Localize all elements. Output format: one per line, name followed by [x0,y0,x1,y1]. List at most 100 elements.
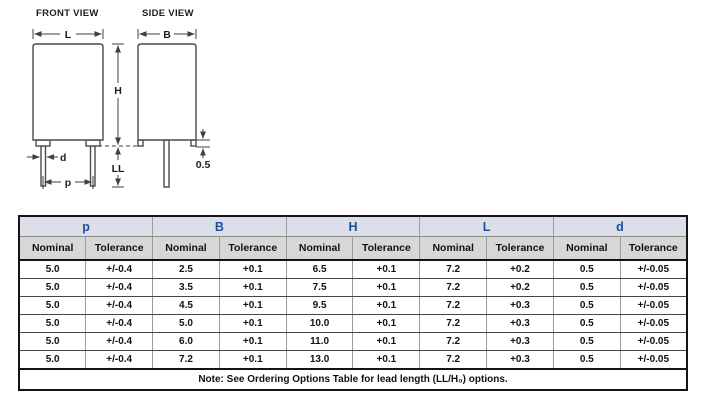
front-foot-left [35,139,51,147]
group-header-row: p B H L d [19,216,687,237]
value-cell: 2.5 [152,260,220,279]
value-cell: +/-0.05 [619,260,687,279]
side-foot-left [137,139,144,147]
value-cell: +0.1 [352,260,420,279]
value-cell: +/-0.4 [85,350,153,370]
value-cell: +/-0.05 [619,278,687,297]
side-foot-right [190,139,197,147]
subheader-cell: Nominal [419,236,487,261]
value-cell: 10.0 [285,314,353,333]
value-cell: 6.5 [285,260,353,279]
value-cell: +0.3 [486,314,554,333]
value-cell: 5.0 [19,296,86,315]
dim-d: d [27,152,66,164]
value-cell: 7.2 [419,350,487,370]
subheader-cell: Tolerance [486,236,554,261]
value-cell: 0.5 [552,278,621,297]
table-row: 5.0 +/-0.4 6.0 +0.1 11.0 +0.1 7.2 +0.3 0… [19,332,687,351]
value-cell: +0.3 [486,332,554,351]
value-cell: +/-0.4 [85,332,153,351]
value-cell: +0.1 [352,314,420,333]
value-cell: 7.2 [419,314,487,333]
dim-L: L [32,29,104,41]
value-cell: +/-0.05 [619,332,687,351]
value-cell: 5.0 [19,350,86,370]
value-cell: 0.5 [552,260,621,279]
table-row: 5.0 +/-0.4 3.5 +0.1 7.5 +0.1 7.2 +0.2 0.… [19,278,687,297]
value-cell: 11.0 [285,332,353,351]
value-cell: +0.2 [486,260,554,279]
dim-p: p [42,176,94,189]
value-cell: 7.2 [419,260,487,279]
subheader-cell: Tolerance [218,236,287,261]
dim-p-label: p [65,177,71,189]
subheader-cell: Nominal [552,236,621,261]
value-cell: +0.1 [218,314,287,333]
value-cell: 13.0 [285,350,353,370]
group-header-H: H [285,216,420,237]
value-cell: +/-0.4 [85,314,153,333]
value-cell: 5.0 [19,278,86,297]
dim-H-label: H [114,85,122,97]
front-foot-right [85,139,101,147]
value-cell: 7.5 [285,278,353,297]
value-cell: +0.1 [218,332,287,351]
value-cell: +0.1 [352,332,420,351]
table-row: 5.0 +/-0.4 7.2 +0.1 13.0 +0.1 7.2 +0.3 0… [19,350,687,370]
subheader-cell: Tolerance [85,236,153,261]
value-cell: 5.0 [19,332,86,351]
dim-d-label: d [60,152,66,164]
value-cell: +0.1 [218,350,287,370]
note-row: Note: See Ordering Options Table for lea… [19,369,687,390]
side-lead [163,139,170,188]
value-cell: +/-0.4 [85,260,153,279]
table-row: 5.0 +/-0.4 5.0 +0.1 10.0 +0.1 7.2 +0.3 0… [19,314,687,333]
value-cell: +/-0.05 [619,350,687,370]
subheader-cell: Nominal [19,236,86,261]
value-cell: 5.0 [19,314,86,333]
value-cell: +0.3 [486,296,554,315]
table-row: 5.0 +/-0.4 2.5 +0.1 6.5 +0.1 7.2 +0.2 0.… [19,260,687,279]
value-cell: +0.1 [352,350,420,370]
dim-LL: LL [112,147,125,188]
subheader-cell: Tolerance [352,236,420,261]
table-row: 5.0 +/-0.4 4.5 +0.1 9.5 +0.1 7.2 +0.3 0.… [19,296,687,315]
subheader-row: Nominal Tolerance Nominal Tolerance Nomi… [19,236,687,261]
value-cell: 0.5 [552,314,621,333]
value-cell: +0.1 [352,278,420,297]
dimensions-table: p B H L d Nominal Tolerance Nominal Tole… [18,215,688,391]
value-cell: 6.0 [152,332,220,351]
value-cell: 0.5 [552,296,621,315]
value-cell: 7.2 [419,278,487,297]
value-cell: 0.5 [552,350,621,370]
dim-standoff: 0.5 [196,129,211,171]
dim-L-label: L [65,29,72,41]
value-cell: 5.0 [152,314,220,333]
group-header-L: L [419,216,554,237]
value-cell: 7.2 [419,332,487,351]
group-header-d: d [552,216,687,237]
subheader-cell: Tolerance [619,236,687,261]
value-cell: +0.1 [218,296,287,315]
value-cell: 0.5 [552,332,621,351]
side-view-body [137,43,197,141]
value-cell: +0.3 [486,350,554,370]
value-cell: +0.2 [486,278,554,297]
value-cell: 7.2 [419,296,487,315]
value-cell: +0.1 [352,296,420,315]
table-note: Note: See Ordering Options Table for lea… [19,369,687,390]
front-view-body [32,43,104,141]
dimension-drawing: FRONT VIEW SIDE VIEW L [27,8,211,189]
value-cell: 5.0 [19,260,86,279]
side-view-figure [137,43,197,188]
side-view-title: SIDE VIEW [142,8,194,19]
front-view-figure [32,43,104,187]
dim-B: B [137,29,197,41]
subheader-cell: Nominal [285,236,353,261]
group-header-p: p [19,216,153,237]
dim-standoff-label: 0.5 [196,159,211,171]
value-cell: 7.2 [152,350,220,370]
value-cell: +/-0.4 [85,296,153,315]
value-cell: 9.5 [285,296,353,315]
value-cell: 4.5 [152,296,220,315]
